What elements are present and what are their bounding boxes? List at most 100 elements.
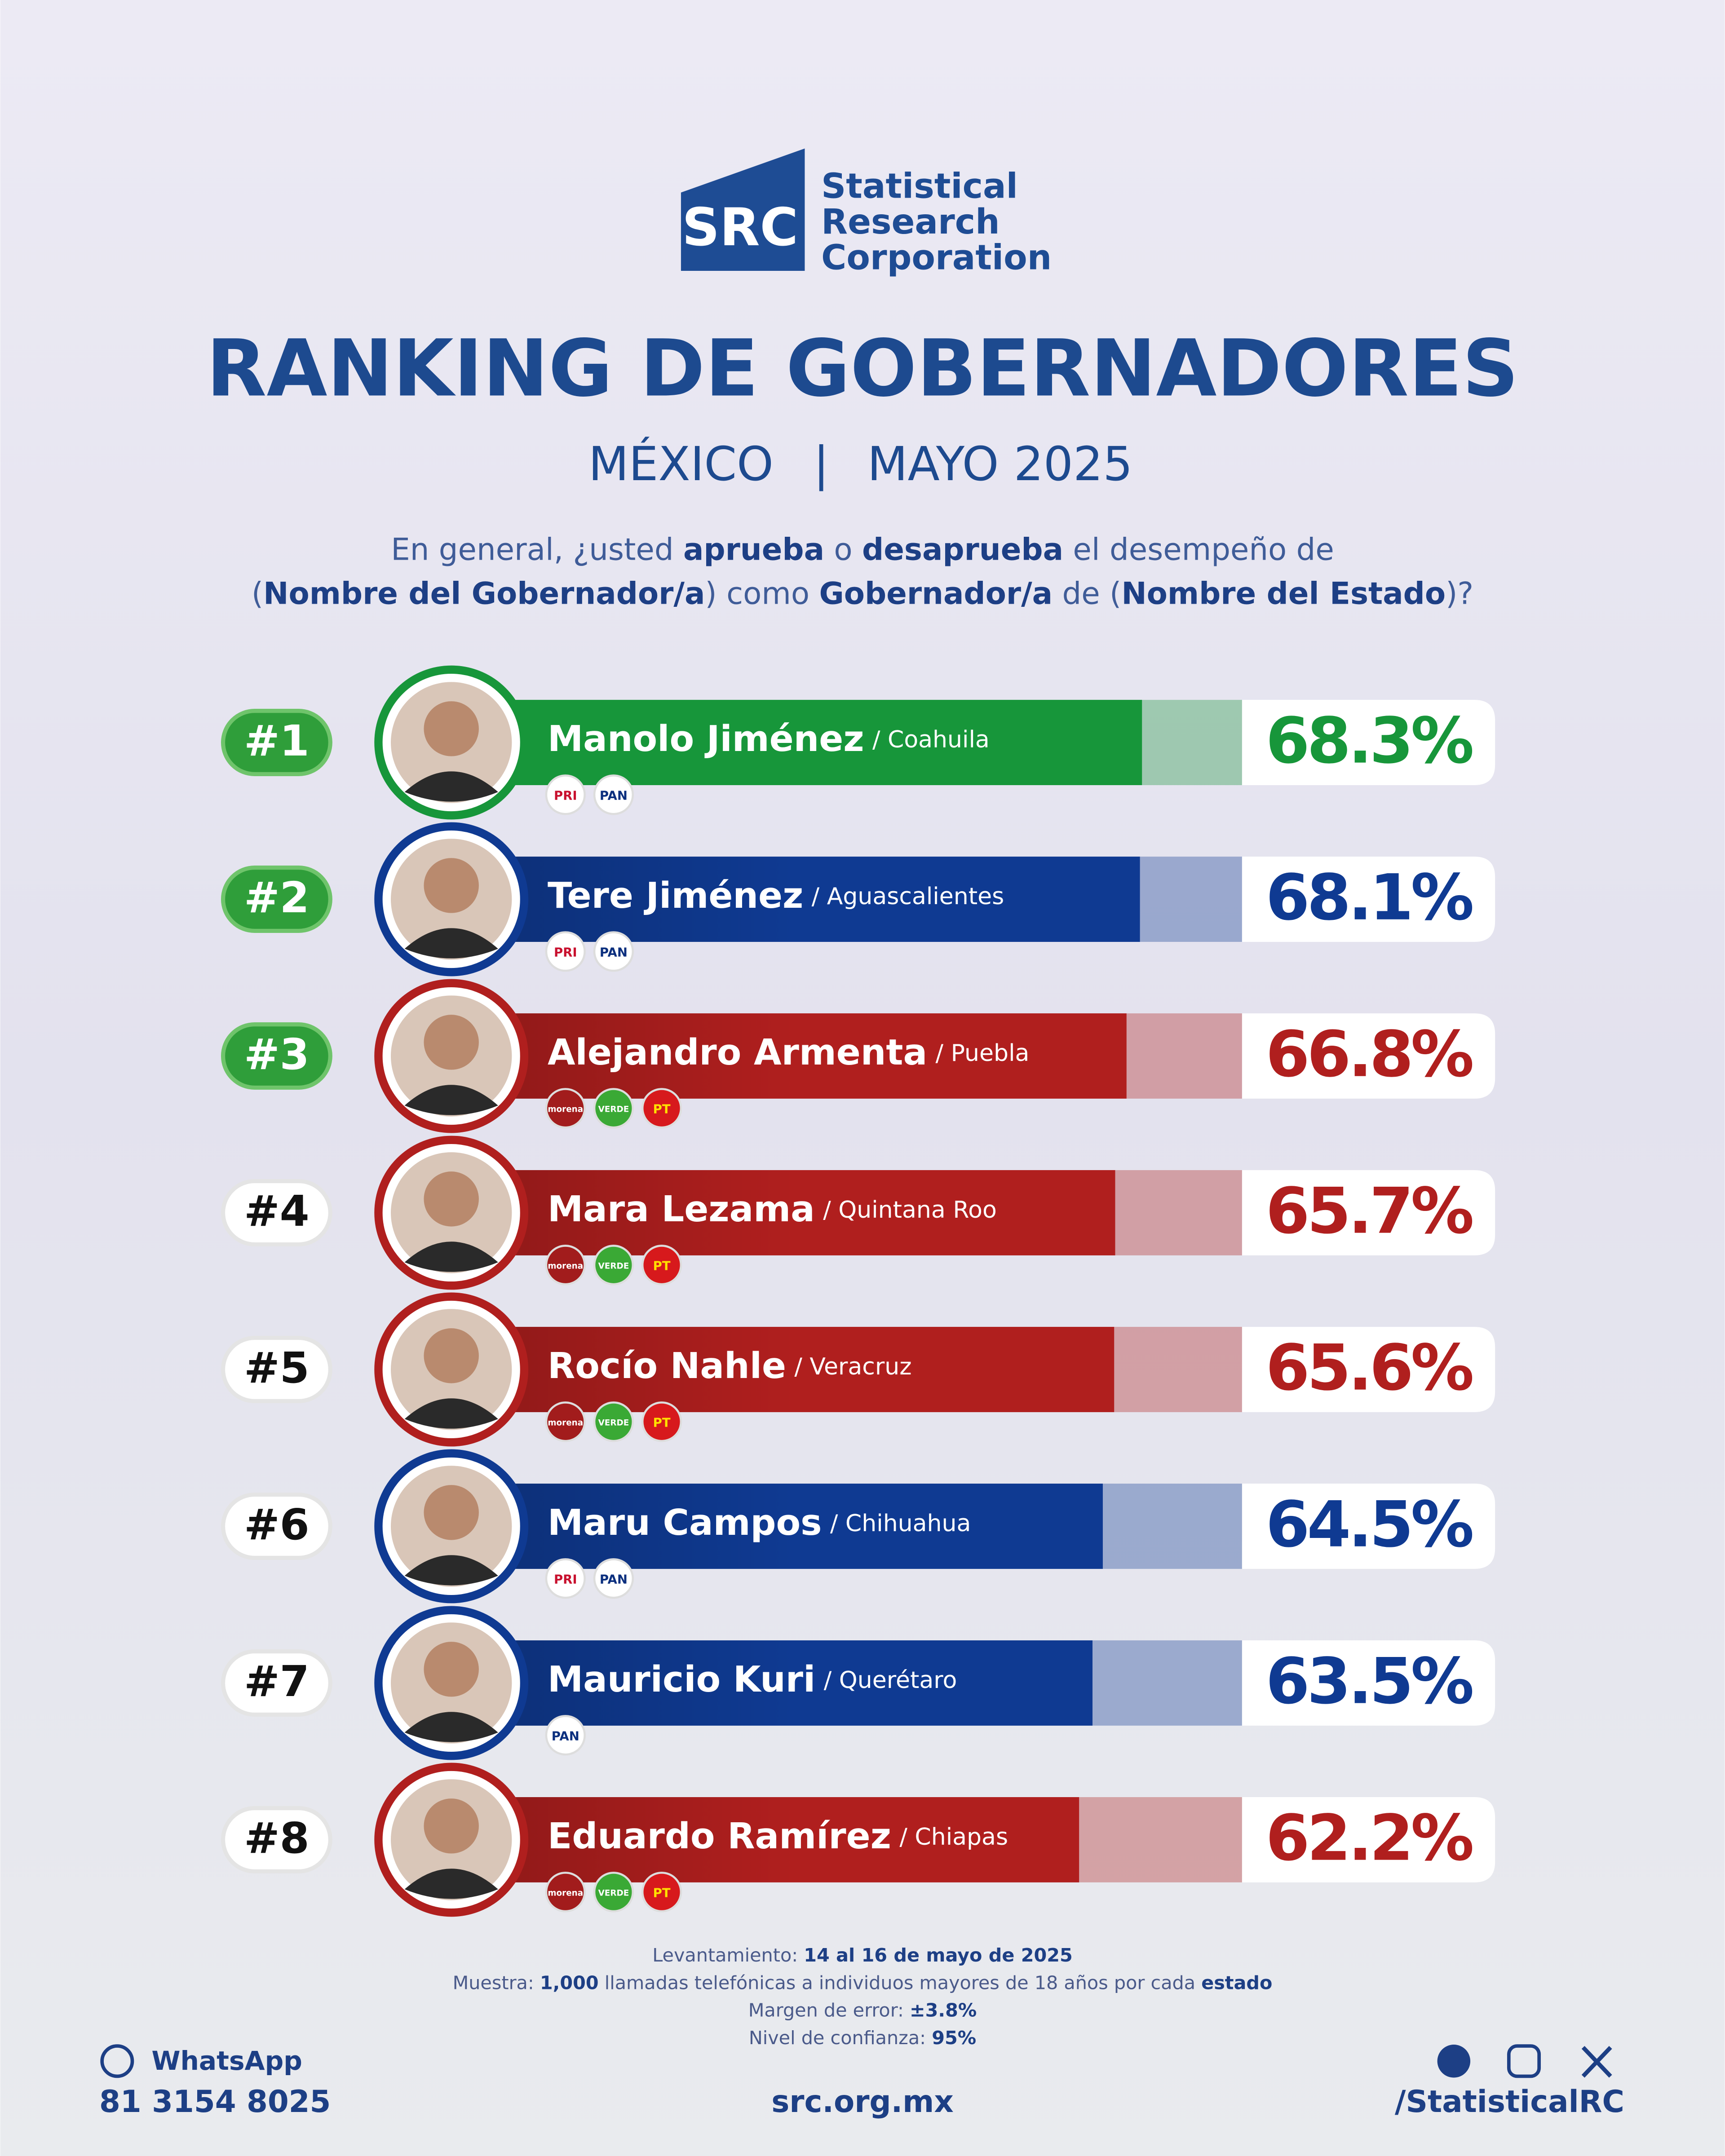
party-logo	[593, 931, 634, 972]
value-label: 66.8%	[1266, 1018, 1473, 1091]
photo-body	[404, 928, 498, 959]
party-logo	[545, 1245, 586, 1286]
logo-shape	[681, 148, 805, 271]
party-logo	[593, 1872, 634, 1913]
rank-badge	[221, 1022, 332, 1090]
text-segment: aprueba	[683, 531, 824, 567]
text-segment: desaprueba	[862, 531, 1063, 567]
governor-name: Rocío Nahle	[548, 1345, 786, 1387]
party-logo	[641, 1088, 682, 1129]
governor-label: Eduardo Ramírez / Chiapas	[548, 1815, 1008, 1857]
logo: SRC Statistical Research Corporation	[681, 148, 1052, 278]
text-segment: Margen de error:	[748, 2000, 910, 2021]
governor-name: Mara Lezama	[548, 1188, 815, 1230]
photo-body	[404, 1241, 498, 1272]
text-segment: ) como	[705, 575, 819, 611]
party-label: VERDE	[598, 1261, 629, 1271]
party-logo	[545, 931, 586, 972]
party-label: PAN	[600, 788, 628, 803]
subtitle: MAYO 2025	[867, 437, 1133, 491]
photo-head	[424, 858, 479, 913]
governor-name: Alejandro Armenta	[548, 1031, 927, 1073]
rank-label: #4	[244, 1187, 310, 1236]
value-box	[1242, 857, 1495, 942]
text-segment: ±3.8%	[910, 2000, 977, 2021]
party-logo	[545, 1401, 586, 1442]
photo-body	[404, 1555, 498, 1586]
party-label: morena	[548, 1888, 583, 1898]
value-box	[1242, 1013, 1495, 1099]
party-label: PAN	[600, 1572, 628, 1586]
rank-label: #7	[244, 1657, 310, 1706]
text-segment: Gobernador/a	[819, 575, 1053, 611]
photo-head	[424, 1642, 479, 1697]
company-name: Corporation	[821, 238, 1052, 278]
text-segment: o	[824, 531, 862, 567]
rank-label: #5	[244, 1343, 310, 1393]
party-label: PRI	[554, 1572, 577, 1586]
party-label: PT	[653, 1886, 671, 1900]
governor-name: Mauricio Kuri	[548, 1658, 815, 1700]
photo-head	[424, 1798, 479, 1854]
survey-note: Nivel de confianza: 95%	[749, 2027, 976, 2049]
state-name: / Querétaro	[824, 1667, 957, 1694]
x-icon	[1581, 2046, 1612, 2078]
rank-badge	[221, 866, 332, 933]
text-segment: Nivel de confianza:	[749, 2027, 932, 2049]
party-label: morena	[548, 1261, 583, 1271]
state-name: / Chihuahua	[830, 1510, 971, 1537]
text-segment: el desempeño de	[1063, 531, 1334, 567]
survey-note: Margen de error: ±3.8%	[748, 2000, 977, 2021]
state-name: / Coahuila	[872, 726, 990, 753]
party-label: PRI	[554, 788, 577, 803]
question-line: En general, ¿usted aprueba o desaprueba …	[391, 531, 1334, 567]
state-name: / Chiapas	[899, 1824, 1008, 1851]
whatsapp-icon	[100, 2044, 134, 2078]
rank-badge	[221, 1179, 332, 1246]
party-logo	[641, 1245, 682, 1286]
value-label: 68.1%	[1266, 861, 1473, 935]
party-label: VERDE	[598, 1888, 629, 1898]
governor-name: Maru Campos	[548, 1502, 822, 1543]
whatsapp-label: WhatsApp	[151, 2046, 302, 2076]
party-label: PAN	[552, 1729, 579, 1743]
party-logo	[545, 1715, 586, 1756]
company-name: Statistical	[821, 166, 1018, 206]
text-segment: Muestra:	[453, 1972, 540, 1993]
party-logo	[641, 1872, 682, 1913]
rank-label: #6	[244, 1500, 310, 1550]
value-box	[1242, 1327, 1495, 1412]
rank-badge	[221, 1492, 332, 1560]
company-name: Research	[821, 202, 1000, 242]
photo-head	[424, 701, 479, 756]
state-name: / Aguascalientes	[812, 883, 1004, 910]
party-label: VERDE	[598, 1105, 629, 1114]
rank-badge	[221, 1335, 332, 1403]
party-logo	[593, 1088, 634, 1129]
rank-badge	[221, 1806, 332, 1873]
party-logo	[545, 1558, 586, 1599]
text-segment: Nombre del Estado	[1121, 575, 1446, 611]
state-name: / Puebla	[936, 1040, 1030, 1067]
text-segment: En general, ¿usted	[391, 531, 683, 567]
survey-note: Muestra: 1,000 llamadas telefónicas a in…	[453, 1972, 1273, 1993]
rank-label: #2	[244, 873, 310, 923]
value-box	[1242, 700, 1495, 785]
state-name: / Veracruz	[794, 1353, 911, 1380]
subtitle-separator: |	[814, 437, 829, 491]
value-label: 62.2%	[1266, 1802, 1473, 1875]
logo-text: SRC	[682, 197, 798, 258]
photo-body	[404, 1085, 498, 1115]
photo-head	[424, 1015, 479, 1070]
governor-name: Tere Jiménez	[548, 875, 803, 916]
value-box	[1242, 1170, 1495, 1255]
governor-label: Tere Jiménez / Aguascalientes	[548, 875, 1004, 916]
rank-label: #3	[244, 1030, 310, 1079]
value-label: 63.5%	[1266, 1645, 1473, 1719]
value-label: 65.6%	[1266, 1331, 1473, 1405]
party-label: VERDE	[598, 1418, 629, 1427]
photo-head	[424, 1485, 479, 1540]
photo-head	[424, 1328, 479, 1383]
party-logo	[593, 1245, 634, 1286]
